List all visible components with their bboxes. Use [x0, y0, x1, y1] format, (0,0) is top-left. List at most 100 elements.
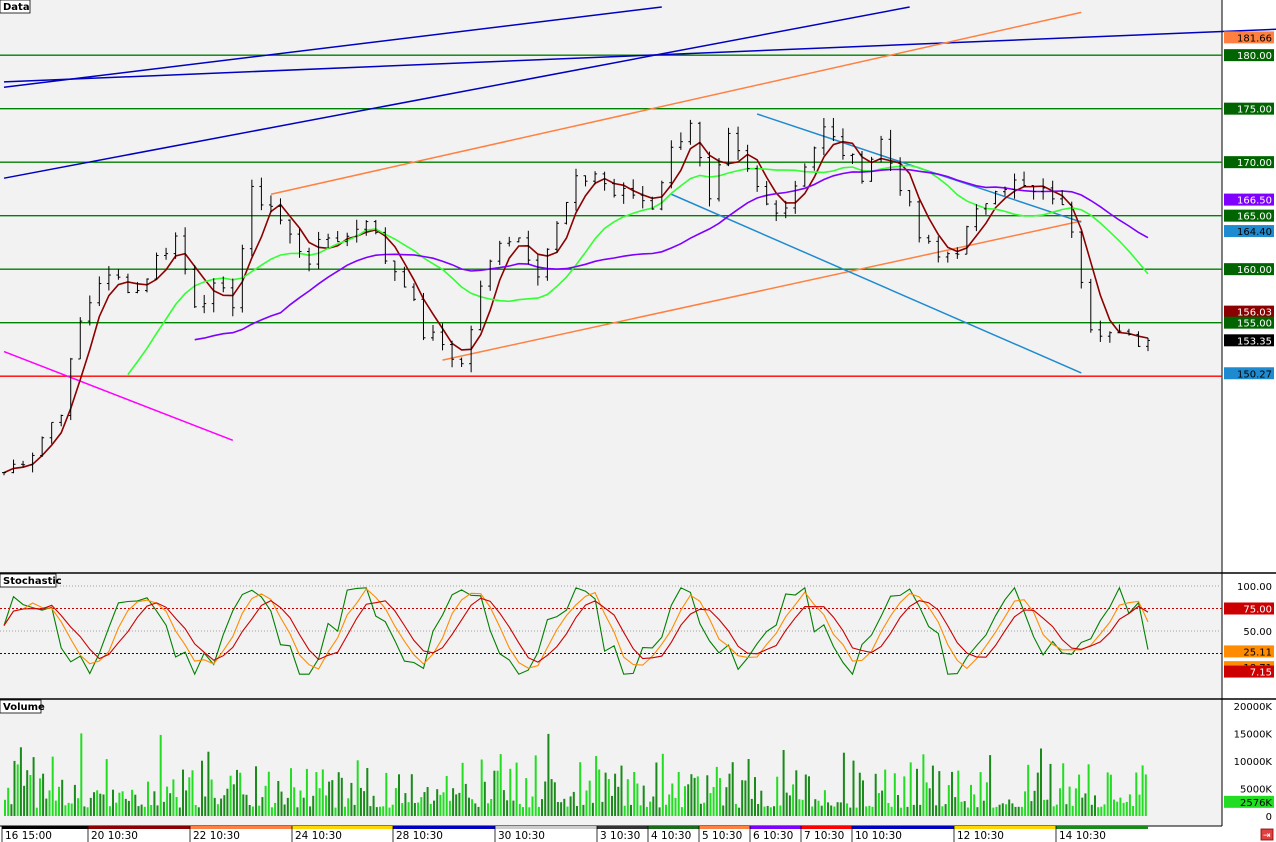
trendline[interactable]	[3, 350, 234, 442]
volume-bar	[436, 789, 439, 816]
volume-bar	[823, 790, 826, 816]
volume-bar	[1071, 805, 1074, 816]
volume-bar	[525, 778, 528, 816]
trendline[interactable]	[3, 7, 1276, 83]
volume-bar	[23, 785, 26, 816]
volume-bar	[776, 776, 779, 816]
volume-bar	[973, 794, 976, 816]
time-axis-band	[1056, 826, 1148, 829]
volume-bar	[175, 797, 178, 816]
volume-bar	[769, 807, 772, 816]
volume-bar	[556, 802, 559, 816]
volume-bar	[121, 791, 124, 816]
volume-bar	[928, 788, 931, 816]
trendline[interactable]	[3, 6, 910, 179]
volume-bar	[760, 790, 763, 816]
stochastic-panel[interactable]	[0, 574, 1222, 698]
trendline[interactable]	[3, 6, 662, 88]
volume-bar	[833, 806, 836, 816]
volume-bar	[143, 806, 146, 816]
volume-bar	[398, 774, 400, 816]
volume-panel-title: Volume	[3, 702, 45, 713]
trendline[interactable]	[442, 220, 1082, 361]
volume-bar	[979, 772, 982, 816]
price-badge	[1224, 316, 1274, 329]
volume-bar	[801, 799, 804, 816]
volume-bar	[820, 805, 823, 816]
price-badge-label: 170.00	[1237, 158, 1272, 169]
volume-bar	[779, 805, 782, 816]
volume-bar	[108, 806, 111, 816]
volume-bar	[61, 779, 64, 816]
panel-title-box	[0, 573, 57, 588]
volume-tick-label: 20000K	[1234, 702, 1273, 713]
trendline[interactable]	[270, 11, 1082, 195]
volume-bar	[1094, 795, 1096, 816]
scroll-button[interactable]	[1260, 828, 1274, 841]
volume-bar	[32, 757, 35, 816]
time-axis-band	[801, 826, 852, 829]
volume-bar	[1106, 772, 1109, 816]
volume-bar	[998, 804, 1001, 816]
volume-bar	[363, 791, 366, 816]
stochastic-line[interactable]	[3, 597, 1149, 663]
volume-bar	[67, 802, 70, 816]
volume-bar	[1046, 799, 1049, 816]
volume-bar	[1030, 801, 1033, 816]
price-panel-title: Data	[3, 2, 30, 13]
volume-bar	[754, 777, 756, 816]
trendline[interactable]	[671, 193, 1082, 374]
volume-bar	[89, 797, 92, 816]
volume-bar	[960, 801, 963, 816]
price-badge-label: 155.00	[1237, 319, 1272, 330]
volume-bar	[375, 807, 378, 816]
volume-bar	[874, 773, 877, 816]
volume-bar	[105, 759, 108, 816]
volume-bar	[80, 733, 83, 816]
volume-bar	[283, 804, 286, 816]
volume-bar	[522, 807, 524, 816]
volume-bar	[665, 804, 667, 816]
volume-bar	[550, 779, 553, 816]
volume-bar	[865, 806, 868, 816]
price-trendlines	[3, 6, 1276, 442]
volume-bar	[696, 776, 699, 816]
volume-bar	[649, 801, 652, 816]
stochastic-line[interactable]	[3, 587, 1149, 670]
price-panel[interactable]	[0, 0, 1222, 572]
volume-bars	[4, 733, 1147, 816]
volume-bar	[207, 751, 210, 816]
volume-bar	[563, 798, 566, 816]
volume-bar	[576, 806, 578, 816]
volume-bar	[645, 806, 648, 816]
volume-bar	[258, 805, 261, 816]
volume-bar	[118, 792, 121, 816]
stochastic-badge-label: 25.11	[1243, 647, 1272, 658]
volume-bar	[782, 750, 785, 816]
time-axis-label: 6 10:30	[753, 830, 793, 842]
moving-average-line[interactable]	[127, 164, 1149, 376]
volume-bar	[1100, 806, 1103, 816]
volume-bar	[858, 772, 861, 816]
volume-bar	[35, 807, 38, 816]
volume-bar	[423, 792, 426, 816]
volume-badge	[1224, 795, 1274, 808]
stochastic-line[interactable]	[3, 586, 1149, 676]
volume-bar	[1001, 803, 1004, 816]
price-badge-label: 166.50	[1237, 196, 1272, 207]
volume-bar	[900, 807, 903, 816]
volume-bar	[725, 787, 728, 816]
volume-bar	[48, 790, 51, 816]
volume-bar	[1062, 763, 1065, 816]
volume-bar	[1125, 801, 1128, 816]
volume-bar	[242, 794, 245, 816]
volume-bar	[639, 805, 642, 816]
volume-tick-label: 5000K	[1240, 785, 1272, 796]
volume-bar	[407, 802, 410, 816]
volume-bar	[445, 776, 448, 816]
time-axis-band	[597, 826, 648, 829]
volume-bar	[995, 806, 998, 816]
price-badge	[1224, 209, 1274, 222]
volume-bar	[299, 790, 302, 816]
moving-average-line[interactable]	[194, 168, 1149, 341]
